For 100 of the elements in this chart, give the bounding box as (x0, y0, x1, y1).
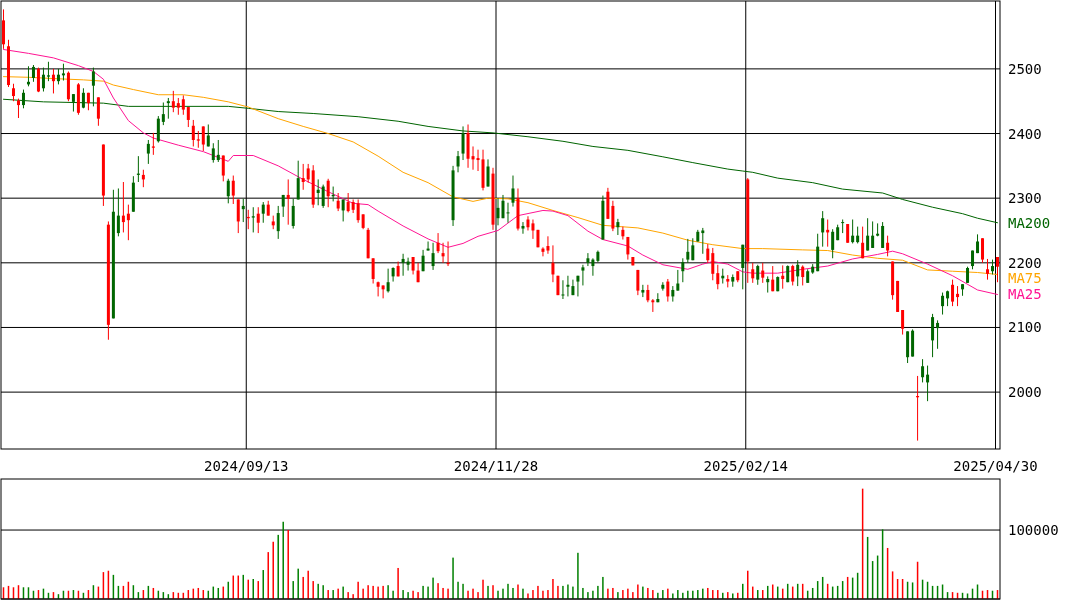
candlestick (531, 219, 535, 240)
y-tick-label: 2100 (1008, 319, 1042, 336)
series-label: MA200 (1008, 214, 1051, 231)
candlestick (41, 67, 45, 93)
candlestick (996, 256, 999, 283)
candlestick (226, 178, 230, 204)
candlestick (756, 264, 760, 286)
candlestick (771, 265, 775, 292)
candlestick (846, 223, 850, 244)
line-series (3, 76, 998, 275)
candlestick (256, 206, 260, 234)
candlestick (986, 258, 990, 281)
y-tick-label: 2300 (1008, 190, 1042, 207)
candlestick (951, 279, 955, 307)
candlestick (821, 210, 825, 248)
candlestick (611, 200, 615, 232)
candlestick (791, 264, 795, 286)
candlestick (371, 257, 375, 285)
candlestick (431, 242, 435, 271)
candlestick (51, 68, 55, 94)
candlestick (711, 247, 715, 281)
candlestick (581, 264, 585, 286)
x-tick-label: 2024/09/13 (204, 458, 289, 474)
y-tick-label: 2400 (1008, 125, 1042, 142)
candlestick (686, 238, 690, 264)
candlestick (616, 218, 620, 236)
candlestick (866, 217, 870, 252)
x-tick-label: 2025/02/14 (703, 458, 788, 474)
candlestick (751, 262, 755, 284)
candlestick (801, 264, 805, 286)
y-tick-label: 2000 (1008, 384, 1042, 401)
candlestick (116, 187, 120, 237)
candlestick (326, 178, 330, 208)
candlestick (386, 268, 390, 294)
candlestick (921, 358, 925, 383)
candlestick (186, 106, 190, 128)
y-tick-label: 100000 (1008, 522, 1059, 539)
candlestick (851, 219, 855, 244)
candlestick (241, 198, 245, 223)
candlestick (291, 198, 295, 230)
x-tick-label: 2024/11/28 (453, 458, 539, 474)
candlestick (236, 198, 240, 234)
candlestick (441, 242, 445, 264)
candlestick (456, 150, 460, 173)
candlestick (261, 201, 265, 224)
candlestick (471, 145, 475, 171)
candlestick (356, 198, 360, 224)
candlestick (506, 202, 510, 224)
series-label: MA75 (1008, 269, 1042, 286)
candlestick (181, 94, 185, 116)
candlestick (681, 257, 685, 283)
candlestick (426, 240, 430, 252)
candlestick (376, 281, 380, 297)
candlestick (586, 252, 590, 267)
candlestick (496, 197, 500, 226)
candlestick (831, 228, 835, 259)
candlestick (341, 198, 345, 222)
candlestick (171, 90, 175, 113)
candlestick (701, 227, 705, 255)
candlestick (316, 178, 320, 206)
candlestick (221, 155, 225, 182)
candlestick (381, 284, 385, 299)
candlestick (276, 205, 280, 240)
candlestick (486, 158, 490, 188)
candlestick (956, 285, 960, 307)
candlestick (231, 175, 235, 205)
series-label: MA25 (1008, 286, 1042, 303)
candlestick (741, 244, 745, 290)
candlestick (201, 125, 205, 152)
candlestick (546, 235, 550, 255)
candlestick (761, 262, 765, 284)
candlestick (191, 119, 195, 147)
candlestick (716, 264, 720, 290)
candlestick (561, 279, 565, 300)
candlestick (781, 264, 785, 290)
candlestick (476, 149, 480, 172)
candlestick (301, 163, 305, 191)
candlestick (2, 8, 5, 50)
x-tick-label: 2025/04/30 (953, 458, 1038, 474)
candlestick (926, 365, 930, 402)
candlestick (436, 232, 440, 254)
candlestick (621, 226, 625, 241)
candlestick (346, 192, 350, 213)
candlestick (871, 220, 875, 249)
candlestick (146, 139, 150, 165)
candlestick (706, 243, 710, 264)
candlestick (406, 257, 410, 272)
candlestick (941, 292, 945, 316)
candlestick (461, 125, 465, 161)
candlestick (566, 275, 570, 297)
candlestick (551, 244, 555, 283)
candlestick (391, 266, 395, 283)
candlestick (251, 206, 255, 233)
candlestick (161, 101, 165, 126)
candlestick (521, 221, 525, 235)
candlestick (321, 184, 325, 209)
candlestick (286, 178, 290, 226)
candlestick (796, 259, 800, 287)
candlestick (636, 269, 640, 296)
candlestick (121, 181, 125, 233)
